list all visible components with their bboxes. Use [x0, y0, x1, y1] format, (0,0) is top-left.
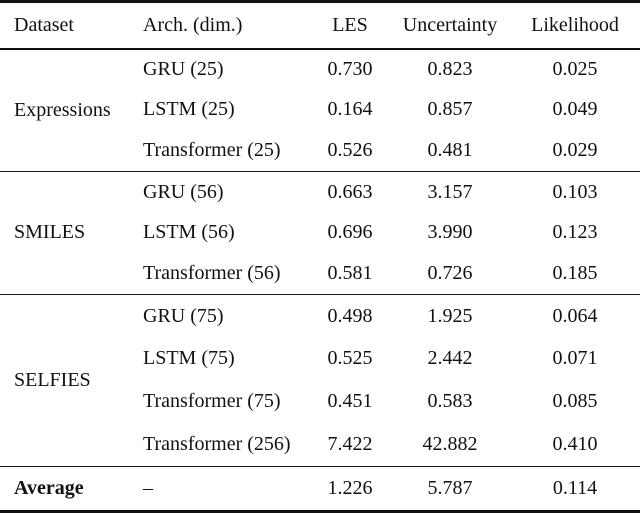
uncertainty-cell: 0.583: [427, 390, 473, 413]
uncertainty-cell: 0.857: [427, 98, 473, 121]
group-expressions: Expressions GRU (25) 0.730 0.823 0.025 LSTM (…: [0, 49, 640, 172]
table-row: Expressions GRU (25) 0.730 0.823 0.025: [0, 49, 640, 121]
uncertainty-cell: 3.990: [427, 221, 473, 244]
likelihood-cell: 0.071: [552, 347, 598, 370]
average-likelihood-cell: 0.114: [510, 466, 640, 513]
les-cell: 7.422: [327, 433, 373, 456]
average-uncertainty-cell: 5.787: [390, 466, 510, 513]
average-arch-cell: –: [130, 466, 310, 513]
header-dataset: Dataset: [0, 0, 130, 50]
arch-cell: LSTM (25): [143, 98, 235, 121]
arch-cell: GRU (56): [130, 170, 310, 213]
likelihood-cell: 0.123: [552, 221, 598, 244]
dataset-group-label: SMILES: [0, 170, 130, 295]
les-cell: 0.663: [310, 170, 390, 213]
likelihood-cell: 0.029: [552, 139, 598, 162]
table-row: LSTM (56) 0.696 3.990 0.123: [0, 212, 640, 253]
likelihood-cell: 0.085: [552, 390, 598, 413]
arch-cell: GRU (75): [130, 293, 310, 338]
header-likelihood: Likelihood: [510, 0, 640, 50]
table-row: Transformer (75) 0.451 0.583 0.085: [0, 380, 640, 423]
header-uncertainty: Uncertainty: [390, 0, 510, 50]
table-row: Transformer (25) 0.526 0.481 0.029: [0, 130, 640, 171]
header-arch-dim: Arch. (dim.): [130, 0, 310, 50]
arch-cell: LSTM (56): [143, 221, 235, 244]
average-les-cell: 1.226: [310, 466, 390, 513]
header-les: LES: [310, 0, 390, 50]
table-row: SELFIES GRU (75) 0.498 1.925 0.064: [0, 293, 640, 467]
uncertainty-cell: 1.925: [390, 293, 510, 338]
likelihood-cell: 0.064: [510, 293, 640, 338]
uncertainty-cell: 0.726: [427, 262, 473, 285]
uncertainty-cell: 3.157: [390, 170, 510, 213]
arch-cell: Transformer (25): [143, 139, 281, 162]
likelihood-cell: 0.025: [552, 57, 598, 80]
table-row: LSTM (25) 0.164 0.857 0.049: [0, 89, 640, 130]
table-footer: Average – 1.226 5.787 0.114: [0, 466, 640, 513]
les-cell: 0.164: [327, 98, 373, 121]
dataset-group-label: Expressions: [14, 98, 111, 121]
table-row: Transformer (56) 0.581 0.726 0.185: [0, 253, 640, 294]
group-selfies: SELFIES GRU (75) 0.498 1.925 0.064 LSTM (75) 0…: [0, 293, 640, 467]
uncertainty-cell: 42.882: [422, 433, 478, 456]
likelihood-cell: 0.103: [510, 170, 640, 213]
arch-cell: Transformer (56): [143, 262, 281, 285]
les-cell: 0.730: [327, 57, 373, 80]
uncertainty-cell: 0.481: [427, 139, 473, 162]
les-cell: 0.526: [327, 139, 373, 162]
arch-cell: Transformer (256): [143, 433, 291, 456]
uncertainty-cell: 2.442: [427, 347, 473, 370]
uncertainty-cell: 0.823: [427, 57, 473, 80]
les-cell: 0.451: [327, 390, 373, 413]
arch-cell: GRU (25): [143, 57, 224, 80]
average-row: Average – 1.226 5.787 0.114: [0, 466, 640, 513]
likelihood-cell: 0.049: [552, 98, 598, 121]
header-row: Dataset Arch. (dim.) LES Uncertainty Lik…: [0, 0, 640, 50]
group-smiles: SMILES GRU (56) 0.663 3.157 0.103 LSTM (56) 0.…: [0, 170, 640, 295]
dataset-group-label: SELFIES: [0, 293, 130, 467]
table-header: Dataset Arch. (dim.) LES Uncertainty Lik…: [0, 0, 640, 50]
likelihood-cell: 0.410: [552, 433, 598, 456]
les-cell: 0.525: [327, 347, 373, 370]
table-row: LSTM (75) 0.525 2.442 0.071: [0, 337, 640, 380]
les-cell: 0.696: [327, 221, 373, 244]
likelihood-cell: 0.185: [552, 262, 598, 285]
arch-cell: LSTM (75): [143, 347, 235, 370]
table-row: Transformer (256) 7.422 42.882 0.410: [0, 423, 640, 466]
les-cell: 0.581: [327, 262, 373, 285]
average-label: Average: [0, 466, 130, 513]
les-cell: 0.498: [310, 293, 390, 338]
table-row: SMILES GRU (56) 0.663 3.157 0.103: [0, 170, 640, 295]
arch-cell: Transformer (75): [143, 390, 281, 413]
